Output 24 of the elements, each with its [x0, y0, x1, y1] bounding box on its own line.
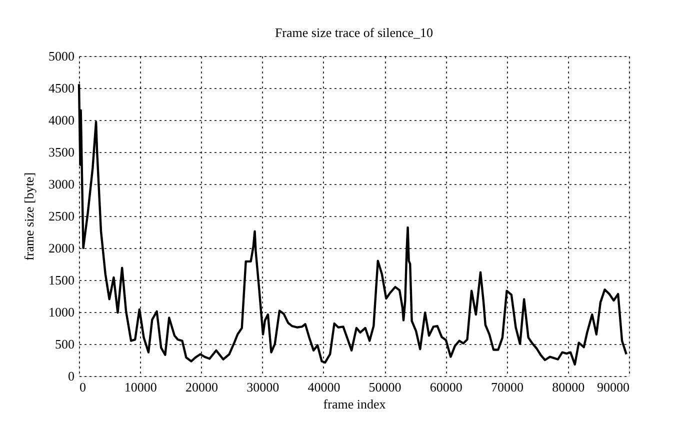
y-tick-label: 1000	[48, 304, 74, 320]
x-tick-label: 50000	[368, 380, 402, 394]
y-axis-title: frame size [byte]	[22, 172, 36, 261]
x-tick-label: 60000	[430, 380, 462, 394]
x-tick-label: 10000	[124, 380, 157, 394]
x-tick-label: 0	[80, 380, 86, 394]
x-tick-label: 30000	[246, 380, 280, 394]
y-tick-label: 3500	[48, 144, 74, 160]
y-tick-label: 4000	[48, 112, 74, 128]
y-tick-label: 4500	[48, 80, 74, 96]
x-tick-label: 80000	[552, 380, 585, 394]
x-tick-label: 40000	[308, 380, 340, 394]
chart-title: Frame size trace of silence_10	[274, 25, 434, 40]
y-tick-label: 0	[68, 368, 74, 384]
y-tick-label: 2500	[48, 208, 74, 224]
x-tick-label: 70000	[491, 380, 524, 394]
x-tick-label: 90000	[597, 380, 630, 394]
y-tick-label: 500	[55, 336, 74, 352]
y-tick-label: 1500	[48, 272, 74, 288]
y-tick-label: 3000	[48, 176, 74, 192]
x-axis-title: frame index	[323, 396, 386, 412]
y-tick-label: 5000	[48, 48, 74, 64]
y-tick-label: 2000	[48, 240, 74, 256]
x-tick-label: 20000	[185, 380, 218, 394]
